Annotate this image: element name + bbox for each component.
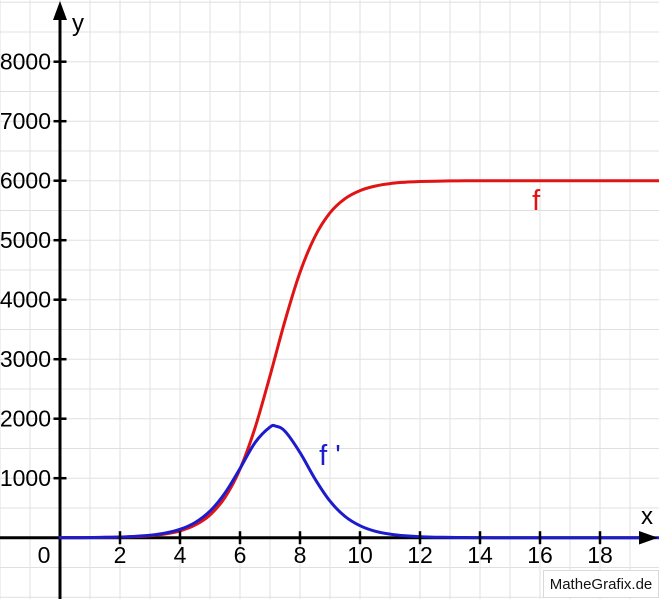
curve-label-f-prime: f '	[319, 440, 341, 472]
x-tick-label: 4	[174, 542, 187, 568]
y-tick-label: 4000	[0, 287, 51, 313]
y-tick-label: 7000	[0, 108, 51, 134]
x-axis-arrow	[639, 531, 658, 545]
x-tick-label: 14	[467, 542, 493, 568]
x-tick-label: 12	[407, 542, 433, 568]
curve-label-f: f	[532, 185, 541, 217]
y-axis-label: y	[72, 10, 84, 37]
y-tick-label: 2000	[0, 406, 51, 432]
y-tick-label: 3000	[0, 346, 51, 372]
x-tick-label: 2	[114, 542, 127, 568]
x-tick-label: 6	[234, 542, 247, 568]
y-tick-label: 8000	[0, 49, 51, 75]
origin-label: 0	[38, 542, 51, 568]
watermark: MatheGrafix.de	[543, 570, 659, 598]
x-axis-label: x	[641, 503, 653, 530]
x-tick-label: 8	[294, 542, 307, 568]
x-tick-label: 16	[527, 542, 553, 568]
x-tick-label: 18	[587, 542, 613, 568]
curve-f-prime	[58, 423, 659, 540]
y-tick-label: 5000	[0, 227, 51, 253]
x-tick-label: 10	[347, 542, 373, 568]
y-tick-label: 1000	[0, 465, 51, 491]
y-tick-label: 6000	[0, 168, 51, 194]
watermark-text: MatheGrafix.de	[549, 575, 653, 593]
y-axis-arrow	[53, 1, 67, 20]
